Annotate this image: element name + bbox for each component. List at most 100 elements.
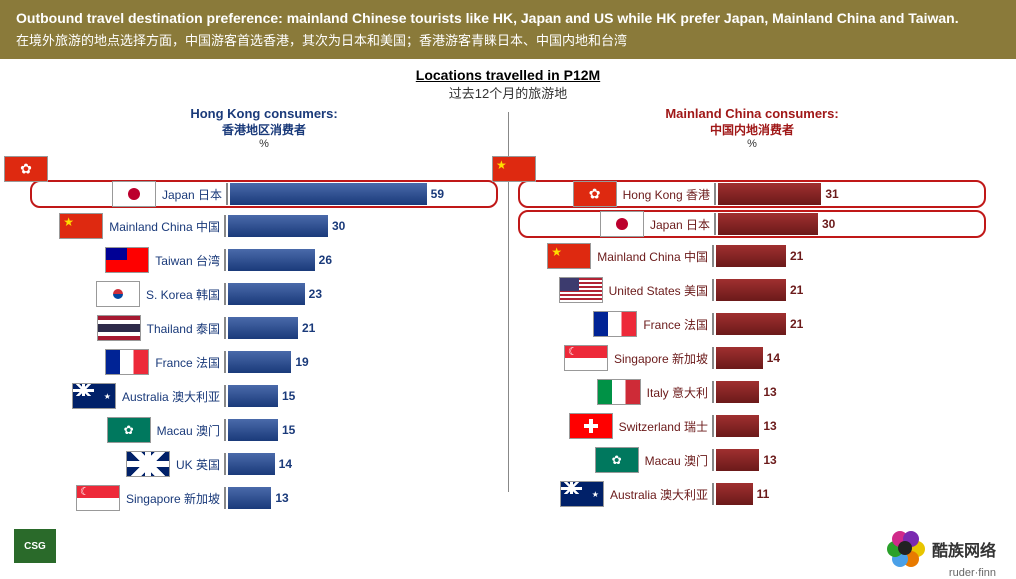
row-label: Macau 澳门	[157, 422, 224, 439]
bar	[228, 385, 278, 407]
cn-header-flag-icon	[492, 156, 536, 182]
chart-row: Thailand 泰国21	[34, 314, 494, 342]
brand-logo-group: 酷族网络	[886, 529, 996, 569]
header-title-zh: 在境外旅游的地点选择方面，中国游客首选香港，其次为日本和美国；香港游客青睐日本、…	[16, 30, 1000, 49]
bar-value: 15	[282, 423, 295, 437]
bar	[718, 213, 818, 235]
chart-row: Hong Kong 香港 31	[518, 180, 986, 208]
hk-rows: Japan 日本 59 Mainland China 中国30 Taiwan 台湾26…	[34, 182, 494, 512]
subtitle: Locations travelled in P12M 过去12个月的旅游地	[0, 67, 1016, 102]
bar	[230, 183, 427, 205]
bar	[228, 419, 278, 441]
bar-value: 21	[790, 249, 803, 263]
fr-flag-icon	[593, 311, 637, 337]
bar	[718, 183, 821, 205]
cn-rows: Hong Kong 香港 31 Japan 日本 30 Mainland China 中…	[522, 182, 982, 508]
hk-chart: Hong Kong consumers: 香港地区消费者 % Japan 日本 5…	[34, 106, 494, 512]
chart-row: Singapore 新加坡 13	[34, 484, 494, 512]
row-label: UK 英国	[176, 456, 224, 473]
bar-value: 59	[431, 187, 444, 201]
fr-flag-icon	[105, 349, 149, 375]
hk-title-zh: 香港地区消费者	[34, 121, 494, 138]
cn-flag-icon	[547, 243, 591, 269]
row-label: Australia 澳大利亚	[122, 388, 224, 405]
bar	[716, 245, 786, 267]
cn-flag-icon	[59, 213, 103, 239]
ch-flag-icon	[569, 413, 613, 439]
tw-flag-icon	[105, 247, 149, 273]
chart-row: Mainland China 中国30	[34, 212, 494, 240]
subtitle-en: Locations travelled in P12M	[0, 67, 1016, 83]
bar	[228, 215, 328, 237]
chart-row: UK 英国14	[34, 450, 494, 478]
hk-chart-header: Hong Kong consumers: 香港地区消费者 %	[34, 106, 494, 176]
bar	[228, 351, 291, 373]
header-title-en: Outbound travel destination preference: …	[16, 10, 1000, 26]
row-label: Mainland China 中国	[597, 248, 712, 265]
bar	[716, 347, 763, 369]
bar	[228, 453, 275, 475]
chart-row: Japan 日本 59	[30, 180, 498, 208]
cn-title-en: Mainland China consumers:	[522, 106, 982, 121]
au-flag-icon	[72, 383, 116, 409]
cn-chart-header: Mainland China consumers: 中国内地消费者 %	[522, 106, 982, 176]
cn-pct-label: %	[522, 138, 982, 150]
flower-logo-icon	[886, 529, 926, 569]
sg-flag-icon	[564, 345, 608, 371]
hk-title-en: Hong Kong consumers:	[34, 106, 494, 121]
csg-logo: CSG	[14, 529, 56, 563]
ruder-finn-text: ruder·finn	[949, 567, 996, 579]
bar	[716, 313, 786, 335]
row-label: Australia 澳大利亚	[610, 486, 712, 503]
bar-value: 15	[282, 389, 295, 403]
row-label: Hong Kong 香港	[623, 186, 714, 203]
bar-value: 30	[822, 217, 835, 231]
us-flag-icon	[559, 277, 603, 303]
bar	[716, 279, 786, 301]
sg-flag-icon	[76, 485, 120, 511]
charts-container: Hong Kong consumers: 香港地区消费者 % Japan 日本 5…	[0, 102, 1016, 512]
row-label: France 法国	[155, 354, 224, 371]
chart-row: Singapore 新加坡14	[522, 344, 982, 372]
row-label: Japan 日本	[650, 216, 714, 233]
mo-flag-icon	[107, 417, 151, 443]
header-banner: Outbound travel destination preference: …	[0, 0, 1016, 59]
chart-row: Taiwan 台湾26	[34, 246, 494, 274]
bar	[228, 487, 271, 509]
row-label: S. Korea 韩国	[146, 286, 224, 303]
bar	[716, 449, 759, 471]
subtitle-zh: 过去12个月的旅游地	[0, 83, 1016, 102]
bar	[228, 317, 298, 339]
bar	[716, 381, 759, 403]
row-label: Singapore 新加坡	[614, 350, 712, 367]
chart-row: Macau 澳门 15	[34, 416, 494, 444]
row-label: United States 美国	[609, 282, 712, 299]
chart-row: Italy 意大利 13	[522, 378, 982, 406]
row-label: Italy 意大利	[647, 384, 712, 401]
jp-flag-icon	[600, 211, 644, 237]
bar-value: 11	[757, 487, 770, 501]
chart-row: Australia 澳大利亚 15	[34, 382, 494, 410]
chart-row: Mainland China 中国 21	[522, 242, 982, 270]
chart-row: France 法国19	[34, 348, 494, 376]
brand-zh-text: 酷族网络	[932, 537, 996, 561]
chart-row: Japan 日本 30	[518, 210, 986, 238]
bar-value: 31	[825, 187, 838, 201]
bar-value: 30	[332, 219, 345, 233]
row-label: Taiwan 台湾	[155, 252, 224, 269]
row-label: Singapore 新加坡	[126, 490, 224, 507]
chart-row: Macau 澳门13	[522, 446, 982, 474]
row-label: Japan 日本	[162, 186, 226, 203]
bar-value: 21	[790, 317, 803, 331]
cn-title-zh: 中国内地消费者	[522, 121, 982, 138]
it-flag-icon	[597, 379, 641, 405]
row-label: Thailand 泰国	[147, 320, 224, 337]
bar-value: 13	[763, 385, 776, 399]
bar-value: 13	[275, 491, 288, 505]
bar	[716, 483, 753, 505]
hk-pct-label: %	[34, 138, 494, 150]
chart-row: Australia 澳大利亚 11	[522, 480, 982, 508]
uk-flag-icon	[126, 451, 170, 477]
au-flag-icon	[560, 481, 604, 507]
bar	[228, 249, 315, 271]
